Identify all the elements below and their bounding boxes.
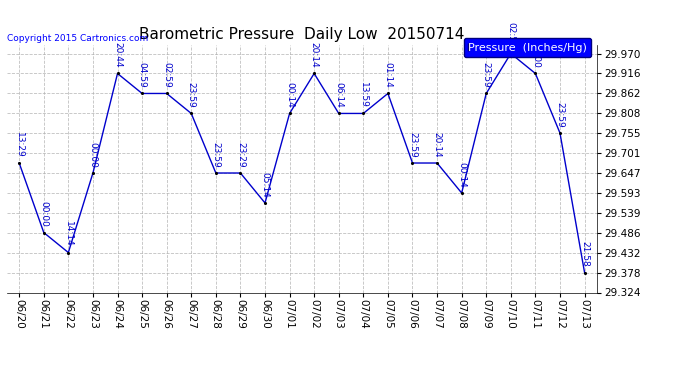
Point	[14, 160, 25, 166]
Text: 00:00: 00:00	[88, 142, 97, 168]
Text: 14:14: 14:14	[64, 221, 73, 247]
Point	[333, 111, 344, 117]
Point	[358, 111, 369, 117]
Text: 23:59: 23:59	[211, 142, 220, 168]
Point	[235, 170, 246, 176]
Point	[161, 90, 172, 96]
Text: 05:14: 05:14	[261, 172, 270, 197]
Point	[308, 70, 319, 76]
Point	[38, 230, 49, 236]
Point	[88, 170, 99, 176]
Point	[481, 90, 492, 96]
Text: 23:29: 23:29	[236, 142, 245, 168]
Point	[284, 111, 295, 117]
Text: 23:59: 23:59	[408, 132, 417, 158]
Point	[112, 70, 123, 76]
Text: 20:44: 20:44	[113, 42, 122, 68]
Point	[210, 170, 221, 176]
Text: 13:59: 13:59	[359, 82, 368, 108]
Text: 02:59: 02:59	[162, 62, 171, 88]
Point	[530, 70, 541, 76]
Point	[555, 130, 566, 136]
Point	[186, 111, 197, 117]
Text: 21:58: 21:58	[580, 241, 589, 267]
Point	[407, 160, 418, 166]
Text: 00:14: 00:14	[457, 162, 466, 188]
Text: 01:14: 01:14	[384, 62, 393, 88]
Text: 23:59: 23:59	[482, 62, 491, 88]
Text: 20:14: 20:14	[433, 132, 442, 158]
Text: 00:14: 00:14	[285, 82, 294, 108]
Point	[382, 90, 393, 96]
Point	[456, 190, 467, 196]
Text: 06:14: 06:14	[334, 82, 343, 108]
Text: 02:59: 02:59	[506, 22, 515, 48]
Text: 04:59: 04:59	[137, 62, 146, 88]
Text: 23:59: 23:59	[555, 102, 564, 128]
Text: 20:14: 20:14	[310, 42, 319, 68]
Point	[579, 270, 590, 276]
Text: 00:00: 00:00	[39, 201, 48, 227]
Text: Copyright 2015 Cartronics.com: Copyright 2015 Cartronics.com	[7, 34, 148, 43]
Text: 23:59: 23:59	[187, 82, 196, 108]
Point	[63, 249, 74, 255]
Legend: Pressure  (Inches/Hg): Pressure (Inches/Hg)	[464, 38, 591, 57]
Point	[259, 200, 270, 206]
Point	[137, 90, 148, 96]
Text: 13:29: 13:29	[14, 132, 23, 158]
Title: Barometric Pressure  Daily Low  20150714: Barometric Pressure Daily Low 20150714	[139, 27, 464, 42]
Point	[431, 160, 442, 166]
Point	[505, 51, 516, 57]
Text: 00:00: 00:00	[531, 42, 540, 68]
